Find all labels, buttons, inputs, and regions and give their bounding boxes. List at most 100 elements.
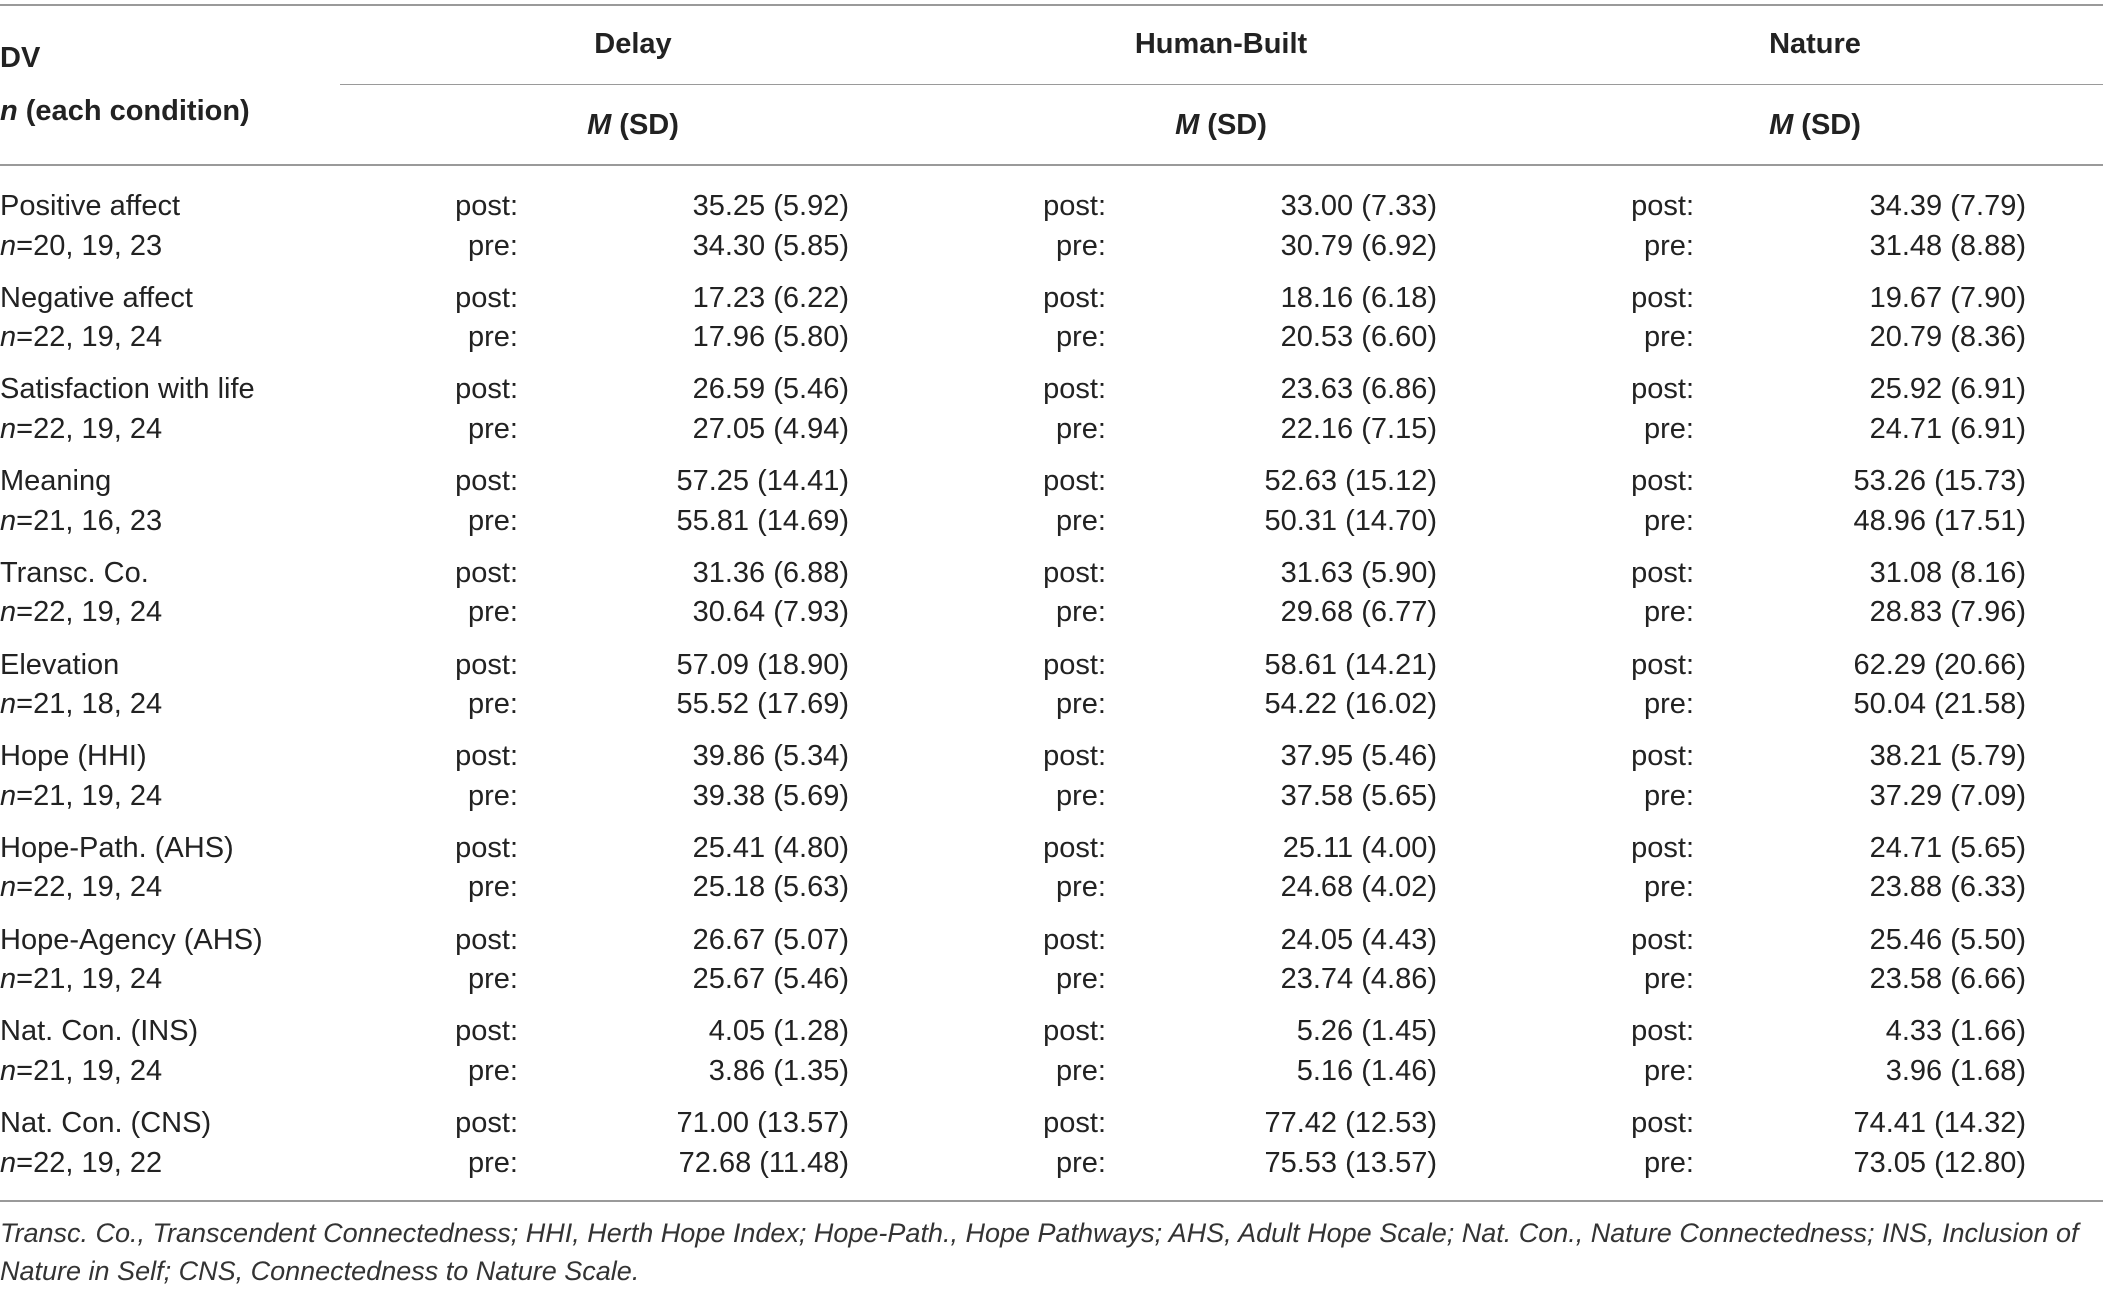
n-header: n (each condition) [0,93,250,129]
post-label: post: [1043,281,1106,314]
row-sample-size: n=21, 19, 24 [0,961,162,997]
sample-size-values: =22, 19, 24 [16,596,163,629]
pre-label: pre: [1056,504,1106,537]
pre-label: pre: [468,229,518,262]
pre-value: 25.18 (5.63) [692,871,849,904]
post-value: 33.00 (7.33) [1280,190,1437,222]
post-value: 52.63 (15.12) [1264,465,1437,498]
row-label: Elevation [0,648,120,681]
post-label: post: [1631,648,1694,681]
post-value: 35.25 (5.92) [692,190,849,222]
pre-label: pre: [468,779,518,812]
post-label: post: [1043,190,1106,222]
row-label: Hope (HHI) [0,740,147,773]
post-label: post: [455,1107,518,1139]
post-label: post: [1631,281,1694,314]
row-label: Meaning [0,465,112,498]
pre-label: pre: [1056,321,1106,354]
row-label: Nat. Con. (INS) [0,1015,199,1048]
row-sample-size: n=21, 16, 23 [0,503,162,539]
pre-label: pre: [1056,871,1106,904]
pre-label: pre: [1644,963,1694,996]
sample-size-values: =22, 19, 24 [16,871,163,904]
post-label: post: [1043,923,1106,956]
sample-size-values: =21, 18, 24 [16,688,163,720]
post-label: post: [1043,1015,1106,1048]
post-value: 31.08 (8.16) [1869,556,2026,589]
post-value: 4.33 (1.66) [1885,1015,2026,1048]
post-value: 24.05 (4.43) [1280,923,1437,956]
pre-label: pre: [468,1054,518,1087]
post-label: post: [1631,1015,1694,1048]
post-label: post: [1043,373,1106,406]
row-sample-size: n=22, 19, 24 [0,411,162,447]
pre-value: 22.16 (7.15) [1280,412,1437,445]
pre-label: pre: [468,688,518,720]
post-label: post: [1631,740,1694,773]
pre-value: 28.83 (7.96) [1869,596,2026,629]
post-label: post: [1631,831,1694,864]
pre-value: 50.31 (14.70) [1264,504,1437,537]
post-label: post: [1631,465,1694,498]
post-label: post: [1043,740,1106,773]
pre-label: pre: [1056,779,1106,812]
sample-size-values: =22, 19, 24 [16,412,163,445]
pre-label: pre: [1644,504,1694,537]
pre-label: pre: [468,412,518,445]
pre-label: pre: [1644,688,1694,720]
post-value: 71.00 (13.57) [676,1107,849,1139]
pre-value: 27.05 (4.94) [692,412,849,445]
sample-size-values: =21, 19, 24 [16,779,163,812]
row-sample-size: n=22, 19, 24 [0,594,162,630]
pre-label: pre: [468,504,518,537]
post-label: post: [1043,831,1106,864]
post-label: post: [455,281,518,314]
post-label: post: [455,190,518,222]
post-value: 38.21 (5.79) [1869,740,2026,773]
post-label: post: [1631,923,1694,956]
pre-value: 48.96 (17.51) [1853,504,2026,537]
post-label: post: [455,648,518,681]
n-header-text: (each condition) [17,95,250,127]
post-label: post: [1631,556,1694,589]
post-value: 24.71 (5.65) [1869,831,2026,864]
pre-value: 23.58 (6.66) [1869,963,2026,996]
post-value: 34.39 (7.79) [1869,190,2026,222]
post-label: post: [455,740,518,773]
stat-sd: (SD) [1199,109,1267,141]
pre-value: 72.68 (11.48) [678,1146,849,1179]
pre-value: 54.22 (16.02) [1264,688,1437,720]
pre-value: 24.71 (6.91) [1869,412,2026,445]
pre-label: pre: [1644,1146,1694,1179]
table-bottom-rule [0,1200,2103,1202]
pre-value: 55.81 (14.69) [676,504,849,537]
row-sample-size: n=22, 19, 24 [0,869,162,905]
pre-value: 31.48 (8.88) [1869,229,2026,262]
row-label: Negative affect [0,281,193,314]
post-value: 62.29 (20.66) [1853,648,2026,681]
condition-header-delay: Delay [594,28,672,60]
pre-label: pre: [1644,412,1694,445]
pre-label: pre: [1644,1054,1694,1087]
pre-value: 30.79 (6.92) [1280,229,1437,262]
pre-value: 3.96 (1.68) [1885,1054,2026,1087]
pre-value: 5.16 (1.46) [1296,1054,1437,1087]
dv-header: DV [0,42,41,74]
pre-value: 3.86 (1.35) [708,1054,849,1087]
post-value: 25.41 (4.80) [692,831,849,864]
pre-label: pre: [1644,779,1694,812]
post-label: post: [455,373,518,406]
row-sample-size: n=21, 19, 24 [0,778,162,814]
row-sample-size: n=21, 18, 24 [0,686,162,722]
pre-value: 39.38 (5.69) [692,779,849,812]
pre-value: 20.53 (6.60) [1280,321,1437,354]
stat-m: M [587,109,612,141]
sample-size-values: =22, 19, 24 [16,321,163,354]
post-value: 31.36 (6.88) [692,556,849,589]
sample-size-values: =21, 19, 24 [16,1054,163,1087]
post-label: post: [455,923,518,956]
stat-sd: (SD) [1793,109,1861,141]
pre-value: 37.58 (5.65) [1280,779,1437,812]
post-value: 58.61 (14.21) [1264,648,1437,681]
pre-value: 25.67 (5.46) [692,963,849,996]
